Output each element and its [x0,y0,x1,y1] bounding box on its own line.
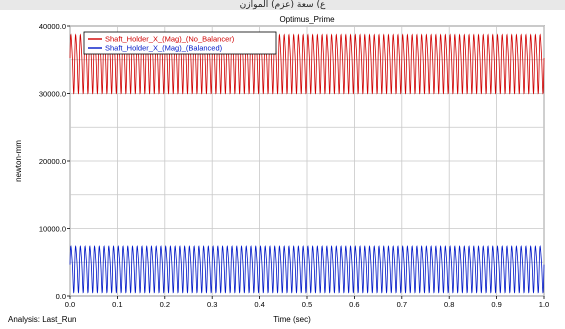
y-tick-label: 0.0 [56,292,66,301]
y-axis-label: newton-mm [14,140,23,182]
legend: Shaft_Holder_X_(Mag)_(No_Balancer)Shaft_… [83,31,277,55]
legend-box [83,31,277,55]
x-tick-label: 0.9 [491,300,501,309]
series-layer [69,33,545,294]
x-tick-label: 1.0 [539,300,549,309]
x-tick-label: 0.2 [160,300,170,309]
top-caption-strip [0,0,565,10]
legend-label: Shaft_Holder_X_(Mag)_(Balanced) [105,44,223,53]
x-tick-label: 0.4 [254,300,264,309]
y-tick-label: 10000.0 [39,225,66,234]
y-tick-label: 30000.0 [39,90,66,99]
x-axis-label: Time (sec) [273,315,311,324]
x-tick-label: 0.3 [207,300,217,309]
y-tick-label: 40000.0 [39,22,66,31]
x-tick-label: 0.8 [444,300,454,309]
series-line-2 [69,245,545,294]
legend-label: Shaft_Holder_X_(Mag)_(No_Balancer) [105,35,235,44]
tick-layer: 0.0 0.1 0.2 0.3 0.4 0.5 0.6 0.7 0.8 0.9 1.0 0.0 1000… [39,22,549,309]
x-tick-label: 0.0 [65,300,75,309]
x-tick-label: 0.1 [112,300,122,309]
series-line-1 [69,33,545,95]
x-tick-label: 0.6 [349,300,359,309]
x-tick-label: 0.5 [302,300,312,309]
y-tick-label: 20000.0 [39,157,66,166]
x-tick-label: 0.7 [397,300,407,309]
header-caption: ع) سعة (عزم) الموازن [239,0,326,10]
analysis-label: Analysis: Last_Run [8,315,76,324]
chart-title: Optimus_Prime [279,15,335,24]
